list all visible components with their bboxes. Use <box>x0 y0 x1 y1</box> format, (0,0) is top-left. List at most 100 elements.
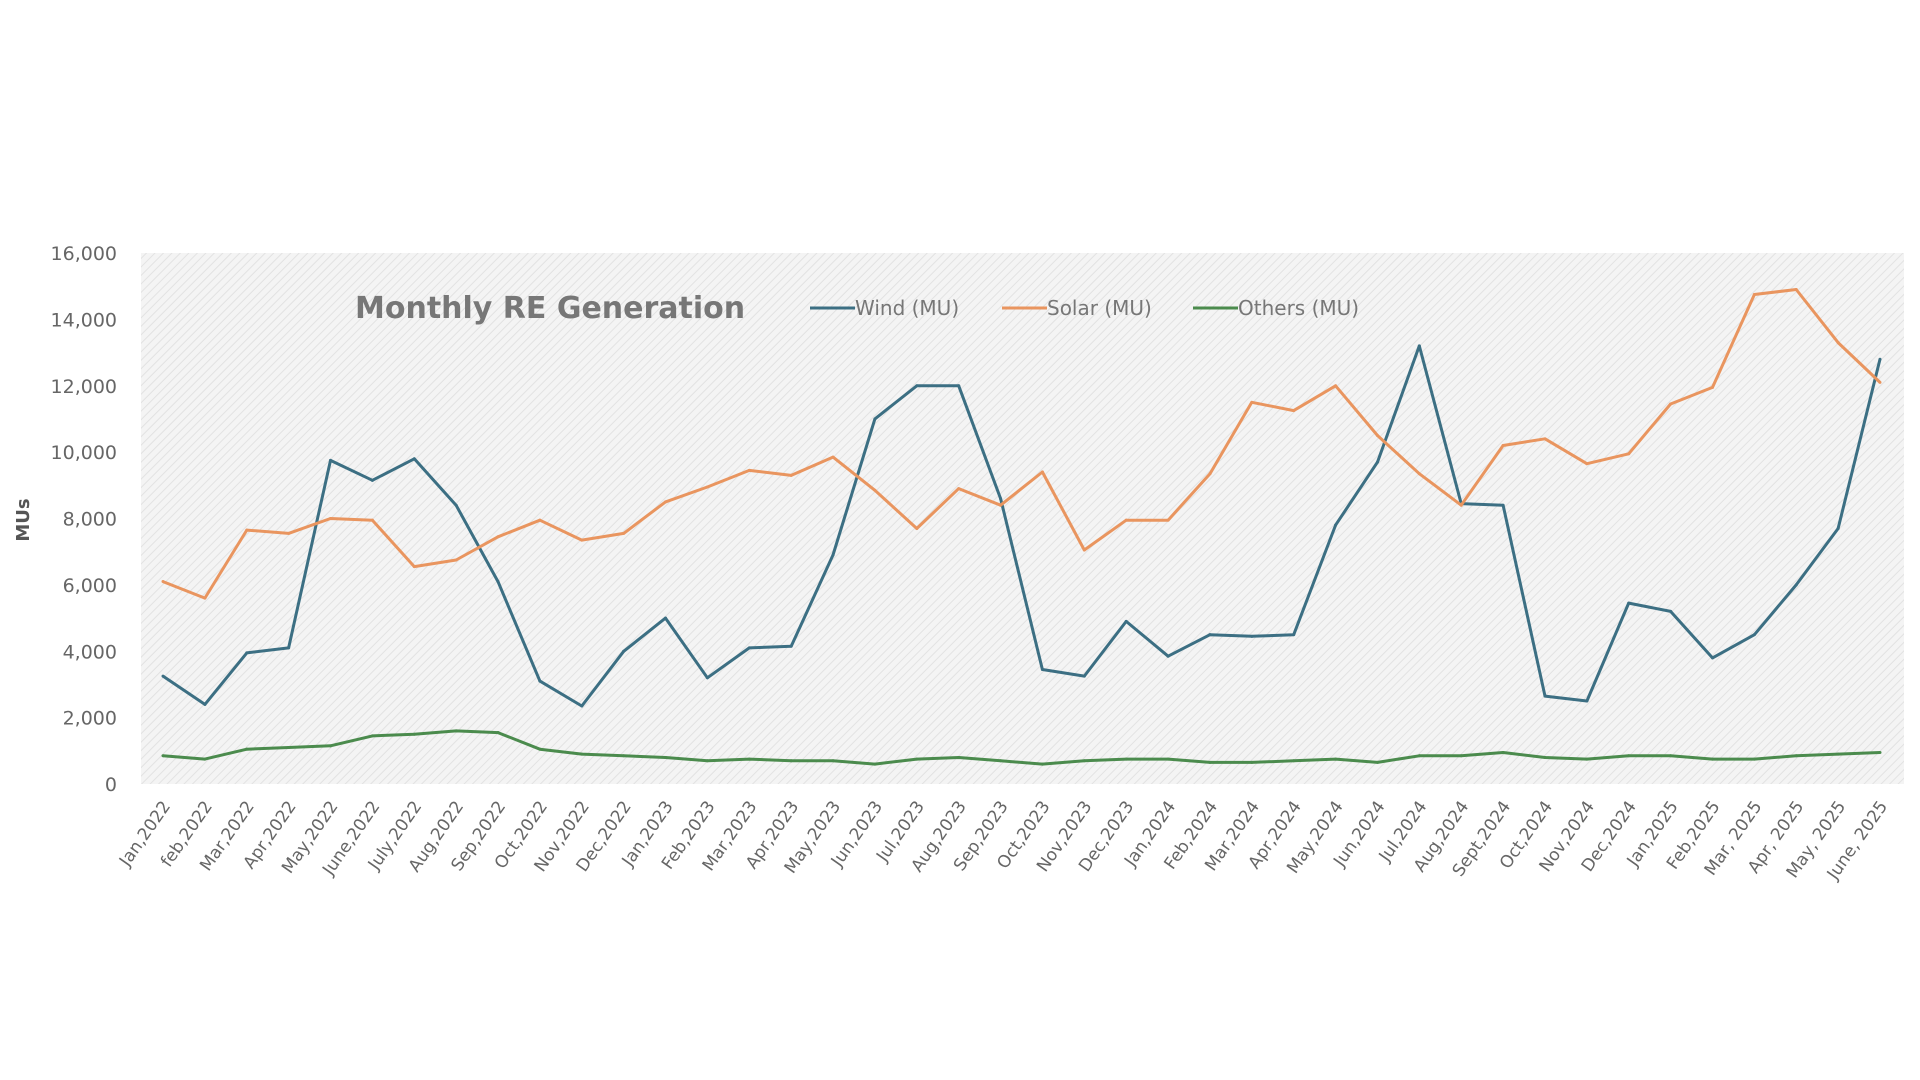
data-point <box>161 580 165 584</box>
data-point <box>538 518 542 522</box>
data-point <box>412 457 416 461</box>
data-point <box>580 704 584 708</box>
data-point <box>1794 288 1798 292</box>
data-point <box>1878 380 1882 384</box>
data-point <box>1836 341 1840 345</box>
data-point <box>1627 754 1631 758</box>
data-point <box>1669 402 1673 406</box>
legend: Wind (MU) Solar (MU) Others (MU) <box>810 296 1359 320</box>
data-point <box>1710 656 1714 660</box>
data-point <box>1585 757 1589 761</box>
data-point <box>915 757 919 761</box>
data-point <box>747 468 751 472</box>
data-point <box>873 488 877 492</box>
data-point <box>999 497 1003 501</box>
data-point <box>1417 472 1421 476</box>
data-point <box>1082 548 1086 552</box>
data-point <box>664 500 668 504</box>
data-point <box>329 744 333 748</box>
data-point <box>496 580 500 584</box>
data-point <box>1334 384 1338 388</box>
data-point <box>370 518 374 522</box>
data-point <box>1459 503 1463 507</box>
data-point <box>161 754 165 758</box>
data-point <box>915 384 919 388</box>
data-point <box>1669 609 1673 613</box>
data-point <box>1375 434 1379 438</box>
data-point <box>1501 443 1505 447</box>
legend-label: Wind (MU) <box>855 296 959 320</box>
data-point <box>1543 437 1547 441</box>
data-point <box>1585 462 1589 466</box>
data-point <box>1292 633 1296 637</box>
data-point <box>664 616 668 620</box>
data-point <box>1752 757 1756 761</box>
data-point <box>370 734 374 738</box>
data-point <box>915 526 919 530</box>
data-point <box>1543 755 1547 759</box>
data-point <box>831 455 835 459</box>
data-point <box>873 417 877 421</box>
data-point <box>1208 760 1212 764</box>
data-point <box>705 676 709 680</box>
data-point <box>1166 654 1170 658</box>
data-point <box>538 747 542 751</box>
data-point <box>705 759 709 763</box>
series-line-wind <box>162 344 1882 708</box>
data-point <box>245 747 249 751</box>
data-point <box>538 679 542 683</box>
data-point <box>1710 757 1714 761</box>
data-point <box>1292 759 1296 763</box>
chart-title: Monthly RE Generation <box>355 291 745 326</box>
y-axis-label: MUs <box>13 498 34 541</box>
data-point <box>1459 754 1463 758</box>
data-point <box>1334 757 1338 761</box>
data-point <box>999 759 1003 763</box>
data-point <box>1585 699 1589 703</box>
data-point <box>622 649 626 653</box>
data-point <box>873 762 877 766</box>
data-point <box>622 754 626 758</box>
data-point <box>1501 750 1505 754</box>
data-point <box>329 458 333 462</box>
data-point <box>1250 634 1254 638</box>
data-point <box>412 565 416 569</box>
y-tick-label: 16,000 <box>51 243 117 265</box>
data-point <box>831 553 835 557</box>
data-point <box>245 528 249 532</box>
data-point <box>1836 752 1840 756</box>
legend-label: Others (MU) <box>1238 296 1359 320</box>
y-tick-label: 12,000 <box>51 376 117 398</box>
legend-label: Solar (MU) <box>1047 296 1152 320</box>
data-point <box>1040 668 1044 672</box>
data-point <box>203 757 207 761</box>
data-point <box>789 759 793 763</box>
data-point <box>789 473 793 477</box>
data-point <box>1040 470 1044 474</box>
data-point <box>831 759 835 763</box>
y-tick-label: 10,000 <box>51 442 117 464</box>
data-point <box>203 702 207 706</box>
data-point <box>161 674 165 678</box>
y-tick-label: 14,000 <box>51 309 117 331</box>
data-point <box>1543 694 1547 698</box>
data-point <box>1250 760 1254 764</box>
data-point <box>454 558 458 562</box>
data-point <box>454 729 458 733</box>
data-point <box>580 752 584 756</box>
data-point <box>287 745 291 749</box>
y-tick-label: 4,000 <box>63 641 117 663</box>
data-point <box>957 755 961 759</box>
series-line-others <box>162 729 1881 766</box>
data-point <box>203 596 207 600</box>
data-point <box>1124 619 1128 623</box>
data-point <box>1627 601 1631 605</box>
data-point <box>1752 292 1756 296</box>
data-point <box>622 531 626 535</box>
data-point <box>245 651 249 655</box>
data-point <box>1040 762 1044 766</box>
data-point <box>1752 633 1756 637</box>
data-point <box>1250 400 1254 404</box>
data-point <box>1334 523 1338 527</box>
